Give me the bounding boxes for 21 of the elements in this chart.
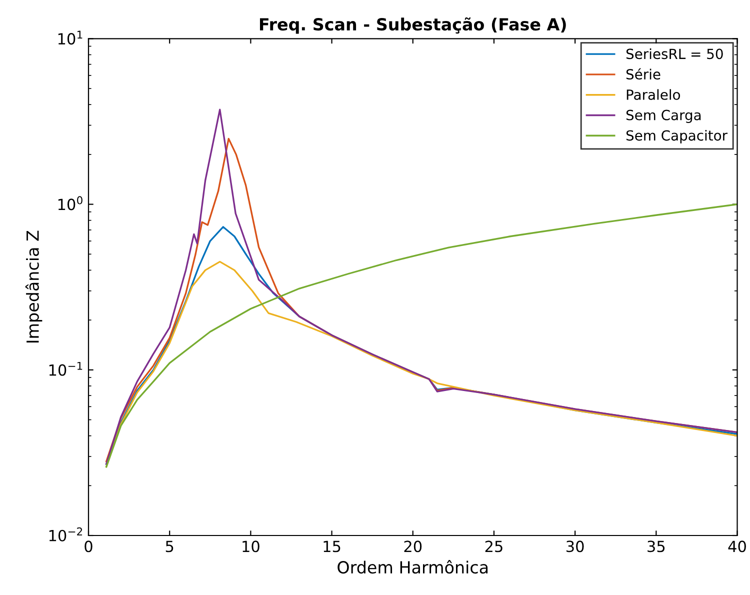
x-axis-title: Ordem Harmônica (338, 560, 488, 574)
x-tick-label: 5 (166, 540, 174, 552)
x-tick-label: 35 (648, 540, 665, 552)
x-tick-label: 20 (404, 540, 422, 552)
x-tick-label: 15 (324, 540, 340, 552)
legend-label: Paralelo (626, 89, 680, 100)
chart-title: Freq. Scan - Subestação (Fase A) (260, 17, 566, 34)
legend-label: Série (626, 68, 660, 80)
x-tick-label: 40 (728, 540, 746, 552)
legend-label: Sem Capacitor (626, 130, 728, 144)
y-tick-label: 10$^{−2}$ (49, 527, 82, 542)
x-tick-label: 0 (84, 540, 92, 552)
y-tick-label: 10$^{1}$ (58, 30, 82, 45)
y-tick-label: 10$^{−1}$ (49, 362, 82, 376)
x-tick-label: 10 (242, 540, 260, 552)
x-tick-label: 30 (566, 540, 584, 552)
legend-label: SeriesRL = 50 (626, 48, 723, 60)
legend-label: Sem Carga (626, 110, 701, 123)
y-axis-title: Impedância Z (25, 230, 42, 342)
x-tick-label: 25 (485, 540, 502, 552)
y-tick-label: 10$^{0}$ (58, 196, 82, 210)
